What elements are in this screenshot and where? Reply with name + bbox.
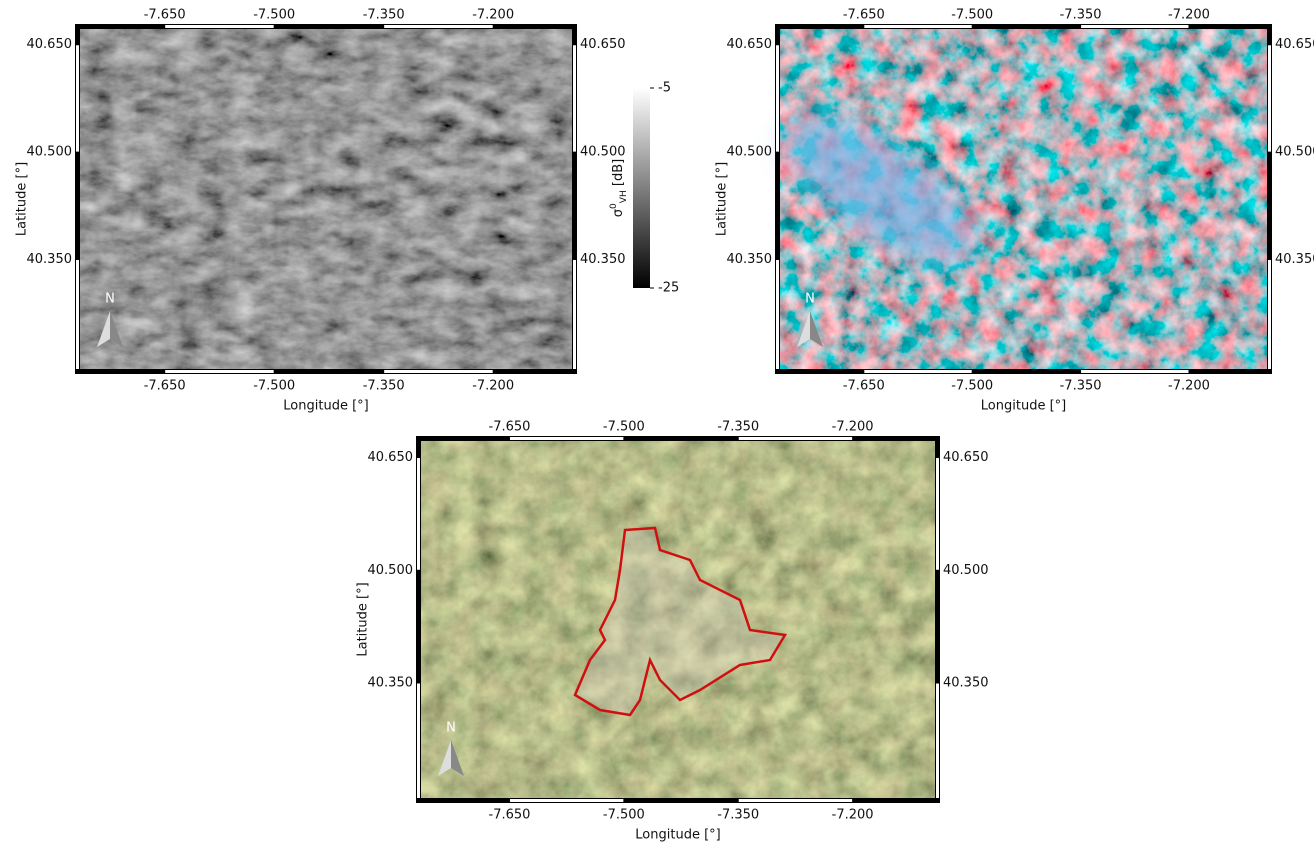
figure: -7.650 -7.650 -7.500 -7.500 -7.350 -7.350 -7.2… xyxy=(0,0,1314,844)
colorbar-label-part: 0 xyxy=(609,203,619,209)
colorbar-label-part: [dB] xyxy=(611,159,626,190)
x-tick-label: -7.200 xyxy=(832,420,874,435)
x-tick-label: -7.200 xyxy=(472,8,514,23)
y-tick-label: 40.350 xyxy=(580,252,626,267)
frame-segment xyxy=(384,25,493,28)
y-tick-label: 40.500 xyxy=(27,145,73,160)
north-label: N xyxy=(805,292,815,307)
frame-segment xyxy=(509,799,623,802)
frame-segment xyxy=(776,259,779,369)
x-tick-label: -7.650 xyxy=(144,8,186,23)
colorbar-label-part: VH xyxy=(619,190,629,203)
frame-segment xyxy=(1081,25,1189,28)
colorbar xyxy=(633,88,650,288)
frame-segment xyxy=(165,25,274,28)
frame-segment xyxy=(738,437,852,440)
x-axis-label: Longitude [°] xyxy=(981,399,1066,414)
y-tick-label: 40.650 xyxy=(943,450,989,465)
x-tick-label: -7.500 xyxy=(603,420,645,435)
x-tick-label: -7.500 xyxy=(951,379,993,394)
y-tick-label: 40.500 xyxy=(943,563,989,578)
frame-segment xyxy=(573,45,576,152)
x-tick-label: -7.650 xyxy=(843,379,885,394)
frame-segment xyxy=(1268,45,1271,152)
y-tick-label: 40.350 xyxy=(27,252,73,267)
sar-image xyxy=(80,29,572,369)
y-axis-label: Latitude [°] xyxy=(715,162,730,236)
frame-segment xyxy=(417,458,420,571)
frame-segment xyxy=(1081,370,1189,373)
x-tick-label: -7.350 xyxy=(717,420,759,435)
x-axis-label: Longitude [°] xyxy=(635,828,720,843)
x-tick-label: -7.350 xyxy=(1060,379,1102,394)
colorbar-label: σ0VH [dB] xyxy=(609,159,629,217)
y-tick-label: 40.500 xyxy=(368,563,414,578)
y-tick-label: 40.650 xyxy=(27,37,73,52)
frame-segment xyxy=(864,370,972,373)
frame-segment xyxy=(165,370,274,373)
map-layers xyxy=(80,29,1267,798)
x-tick-label: -7.650 xyxy=(144,379,186,394)
x-tick-label: -7.350 xyxy=(1060,8,1102,23)
y-tick-label: 40.500 xyxy=(580,145,626,160)
y-axis-label: Latitude [°] xyxy=(15,162,30,236)
x-tick-label: -7.500 xyxy=(253,379,295,394)
colorbar-tick-label: -5 xyxy=(658,81,671,96)
y-tick-label: 40.650 xyxy=(1275,37,1314,52)
y-axis-label: Latitude [°] xyxy=(356,582,371,656)
x-tick-label: -7.200 xyxy=(832,808,874,823)
y-tick-label: 40.350 xyxy=(727,252,773,267)
colorbar-tick-label: -25 xyxy=(658,281,679,296)
y-tick-label: 40.650 xyxy=(727,37,773,52)
x-axis-label: Longitude [°] xyxy=(283,399,368,414)
x-tick-label: -7.500 xyxy=(951,8,993,23)
frame-segment xyxy=(776,45,779,152)
x-tick-label: -7.200 xyxy=(1168,379,1210,394)
x-tick-label: -7.350 xyxy=(363,8,405,23)
frame-segment xyxy=(936,458,939,571)
y-tick-label: 40.500 xyxy=(727,145,773,160)
north-label: N xyxy=(105,292,115,307)
north-label: N xyxy=(446,721,456,736)
x-tick-label: -7.650 xyxy=(489,420,531,435)
frame-segment xyxy=(417,683,420,798)
page: Map panels {"xlim": [-7.766, -7.092], "y… xyxy=(0,0,1314,848)
x-tick-label: -7.500 xyxy=(603,808,645,823)
frame-segment xyxy=(384,370,493,373)
x-tick-label: -7.350 xyxy=(363,379,405,394)
frame-segment xyxy=(509,437,623,440)
colorbar-label-part: σ xyxy=(611,209,626,217)
frame-segment xyxy=(1268,259,1271,369)
x-tick-label: -7.650 xyxy=(843,8,885,23)
y-tick-label: 40.350 xyxy=(1275,252,1314,267)
frame-segment xyxy=(738,799,852,802)
y-tick-label: 40.500 xyxy=(1275,145,1314,160)
frame-segment xyxy=(573,259,576,369)
x-tick-label: -7.650 xyxy=(489,808,531,823)
y-tick-label: 40.350 xyxy=(368,676,414,691)
frame-segment xyxy=(76,259,79,369)
x-tick-label: -7.350 xyxy=(717,808,759,823)
y-tick-label: 40.350 xyxy=(943,676,989,691)
frame-segment xyxy=(936,683,939,798)
x-tick-label: -7.200 xyxy=(1168,8,1210,23)
y-tick-label: 40.650 xyxy=(368,450,414,465)
y-tick-label: 40.650 xyxy=(580,37,626,52)
frame-segment xyxy=(76,45,79,152)
body: -7.650 -7.650 -7.500 -7.500 -7.350 -7.350 -7.2… xyxy=(0,0,1314,848)
x-tick-label: -7.500 xyxy=(253,8,295,23)
frame-segment xyxy=(864,25,972,28)
x-tick-label: -7.200 xyxy=(472,379,514,394)
